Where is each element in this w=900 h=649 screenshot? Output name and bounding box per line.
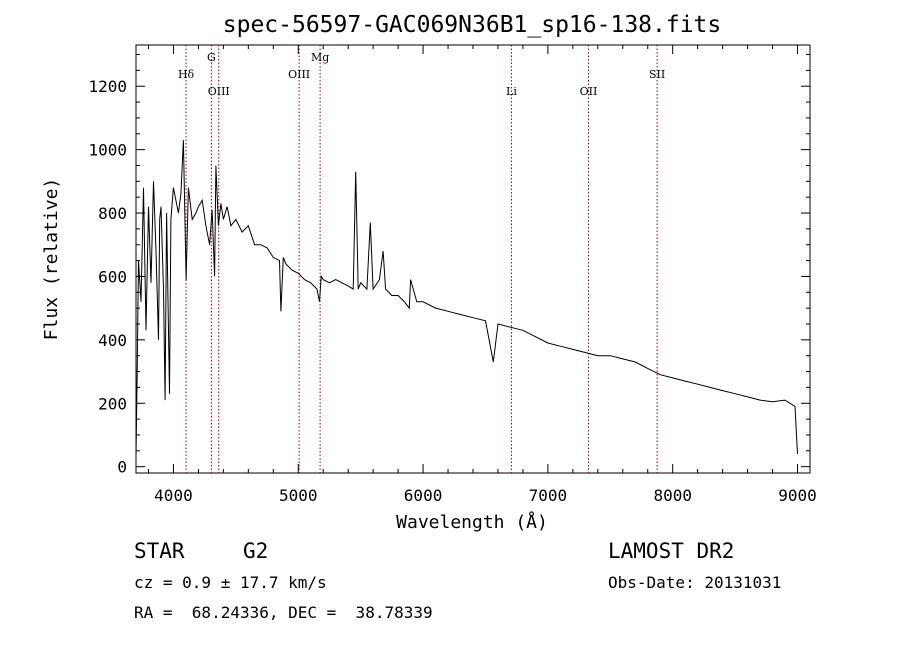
spectrum-series-line [135,140,798,458]
y-tick-label: 1200 [88,77,127,96]
y-tick-label: 0 [117,458,127,477]
x-tick-label: 6000 [404,486,443,505]
x-axis-label: Wavelength (Å) [396,511,548,533]
chart-title: spec-56597-GAC069N36B1_sp16-138.fits [223,12,722,38]
spectral-line-label: Hδ [178,68,195,81]
spectral-line-label: G [207,51,216,64]
spectral-line-label: Mg [311,51,329,64]
obs-date-readout: Obs-Date: 20131031 [608,573,782,592]
x-tick-label: 5000 [279,486,318,505]
spectral-line-label: Li [506,85,517,98]
x-tick-label: 7000 [529,486,568,505]
x-axis-ticks: 4000 5000 6000 7000 8000 9000 [147,45,817,505]
spectral-lines [185,45,658,473]
spectral-line-label: OII [580,85,598,98]
redshift-readout: cz = 0.9 ± 17.7 km/s [134,573,327,592]
y-tick-label: 200 [98,394,127,413]
survey-label: LAMOST DR2 [608,539,735,563]
spectral-line-label: OIII [288,68,310,81]
coordinates-readout: RA = 68.24336, DEC = 38.78339 [134,603,433,622]
y-axis-label: Flux (relative) [41,178,62,341]
x-tick-label: 8000 [653,486,692,505]
x-tick-label: 9000 [778,486,817,505]
class-label: STAR [134,539,185,563]
spectral-line-label: SII [649,68,665,81]
y-tick-label: 1000 [88,141,127,160]
y-tick-label: 600 [98,267,127,286]
plot-frame [135,44,811,474]
y-tick-label: 400 [98,331,127,350]
x-tick-label: 4000 [154,486,193,505]
subclass-label: G2 [243,539,269,563]
spectral-line-label: OIII [208,85,230,98]
y-tick-label: 800 [98,204,127,223]
y-axis-ticks: 0 200 400 600 800 1000 1200 [88,54,810,477]
